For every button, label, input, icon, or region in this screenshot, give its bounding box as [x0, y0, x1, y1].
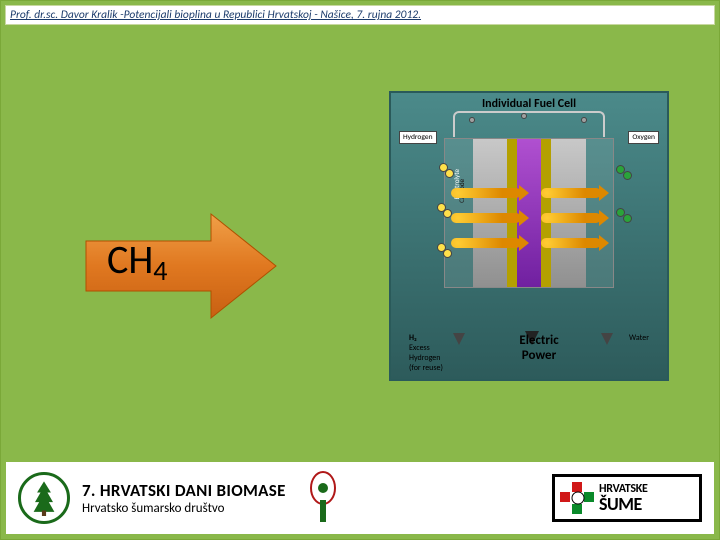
- o-molecule: [623, 214, 632, 223]
- header-bar: Prof. dr.sc. Davor Kralik -Potencijali b…: [5, 5, 715, 25]
- tree-icon: [30, 480, 58, 516]
- ch4-label: CH4: [107, 235, 167, 288]
- footer-title: 7. HRVATSKI DANI BIOMASE: [82, 480, 286, 501]
- flow-arrow-1: [451, 188, 521, 198]
- footer-bar: 7. HRVATSKI DANI BIOMASE Hrvatsko šumars…: [6, 462, 714, 534]
- emblem-icon: [303, 470, 343, 526]
- fuelcell-diagram: Individual Fuel Cell Hydrogen Oxygen Ano…: [389, 91, 669, 381]
- header-text: Prof. dr.sc. Davor Kralik -Potencijali b…: [10, 8, 421, 22]
- footer-text: 7. HRVATSKI DANI BIOMASE Hrvatsko šumars…: [82, 480, 286, 516]
- hs-mark-icon: [557, 478, 599, 518]
- water-label: Water: [609, 333, 649, 373]
- external-circuit: [453, 111, 605, 137]
- flow-arrow-3: [451, 238, 521, 248]
- h-molecule: [445, 169, 454, 178]
- h-molecule: [443, 209, 452, 218]
- diagram-bottom-labels: H₂ Excess Hydrogen (for reuse) Electric …: [391, 333, 667, 373]
- hs-text: HRVATSKE ŠUME: [599, 483, 648, 513]
- hydrogen-label: Hydrogen: [399, 131, 437, 144]
- flow-arrow-2: [451, 213, 521, 223]
- flow-arrow-4: [541, 188, 601, 198]
- diagram-inner: Individual Fuel Cell Hydrogen Oxygen Ano…: [391, 93, 667, 379]
- h-molecule: [443, 249, 452, 258]
- diagram-title: Individual Fuel Cell: [391, 97, 667, 111]
- emblem-logo: [302, 470, 344, 526]
- slide: Prof. dr.sc. Davor Kralik -Potencijali b…: [0, 0, 720, 540]
- forestry-society-logo: [18, 472, 70, 524]
- electron: [581, 117, 587, 123]
- flow-arrow-5: [541, 213, 601, 223]
- o-molecule: [623, 171, 632, 180]
- electron: [521, 113, 527, 119]
- oxygen-label: Oxygen: [628, 131, 659, 144]
- electric-power-label: Electric Power: [469, 333, 609, 373]
- h2-label: H₂ Excess Hydrogen (for reuse): [409, 333, 469, 373]
- hrvatske-sume-logo: HRVATSKE ŠUME: [552, 474, 702, 522]
- flow-arrow-6: [541, 238, 601, 248]
- footer-subtitle: Hrvatsko šumarsko društvo: [82, 501, 286, 516]
- electron: [469, 117, 475, 123]
